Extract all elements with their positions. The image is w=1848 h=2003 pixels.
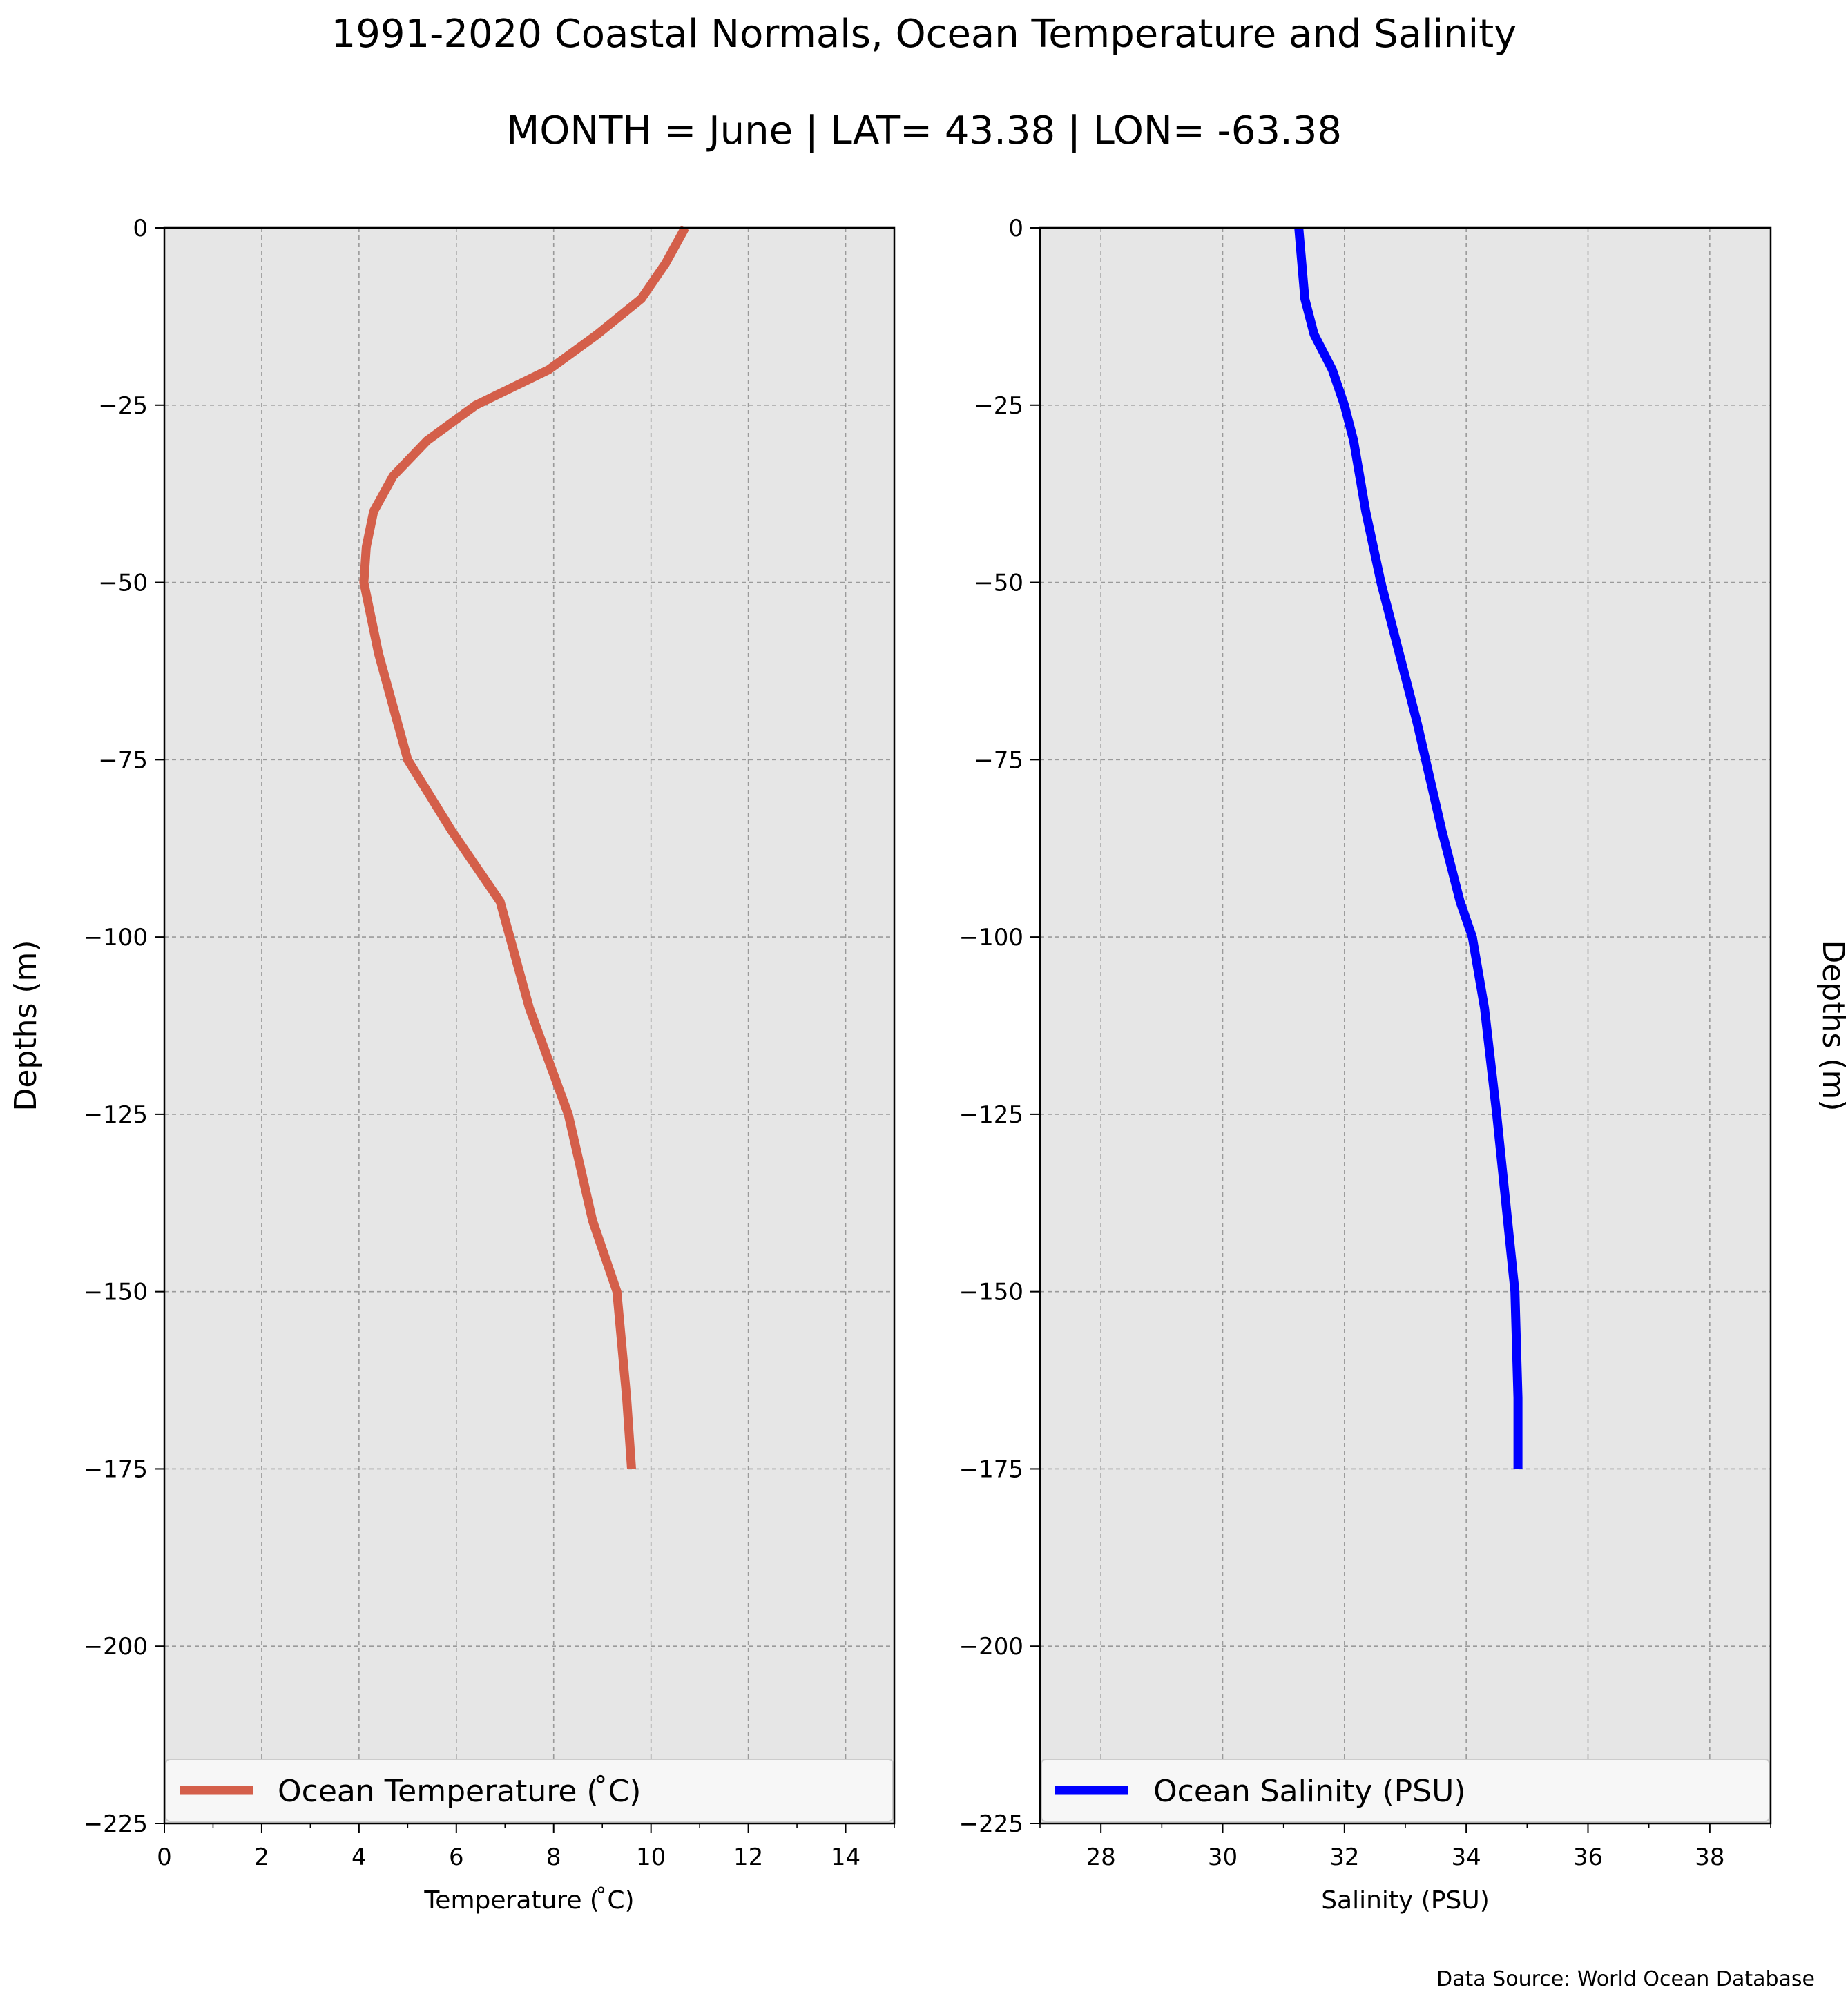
series-line: [359, 225, 689, 1469]
series-point: [366, 547, 367, 548]
x-axis-label: Salinity (PSU): [1321, 1886, 1490, 1915]
series-point: [665, 263, 666, 264]
x-tick-label: 2: [254, 1844, 269, 1871]
x-tick-label: 6: [449, 1844, 464, 1871]
series-point: [1514, 1291, 1515, 1292]
x-tick-label: 8: [546, 1844, 561, 1871]
temperature-chart-panel: Ocean Temperature ( ̊C) 0 2 4 6 8 10 12 14 0 −25 −5…: [8, 215, 896, 1915]
series-point: [641, 298, 642, 299]
series-point: [1518, 1397, 1519, 1398]
x-tick-label: 10: [636, 1844, 666, 1871]
series-point: [378, 653, 379, 654]
axes-frame: [163, 226, 896, 1825]
x-tick-label: 12: [733, 1844, 763, 1871]
plot-area: [1040, 228, 1771, 1823]
series-point: [548, 369, 549, 370]
salinity-chart-panel: Ocean Salinity (PSU) 28 30 32 34 36 38 0 −25 −50 −…: [959, 215, 1848, 1915]
series-point: [529, 1007, 530, 1008]
series-point: [1380, 582, 1381, 583]
y-tick-label: −175: [959, 1455, 1023, 1483]
series-point: [1365, 511, 1366, 512]
figure-subtitle: MONTH = June | LAT= 43.38 | LON= -63.38: [506, 108, 1342, 153]
y-tick-label: −125: [959, 1101, 1023, 1129]
y-tick-label: −125: [84, 1101, 148, 1129]
y-tick-label: −225: [959, 1810, 1023, 1838]
data-source-note: Data Source: World Ocean Database: [1436, 1967, 1815, 1991]
y-tick-label: −100: [84, 924, 148, 951]
series-point: [626, 1397, 627, 1398]
series-point: [1332, 369, 1333, 370]
y-tick-label: −25: [98, 392, 148, 420]
x-tick-label: 28: [1086, 1844, 1116, 1871]
y-tick-label: −225: [84, 1810, 148, 1838]
y-tick-label: 0: [1008, 215, 1023, 242]
series-point: [407, 759, 408, 760]
y-tick-label: −200: [84, 1633, 148, 1661]
legend-label: Ocean Salinity (PSU): [1153, 1774, 1465, 1809]
series-point: [500, 901, 501, 902]
series-point: [1460, 901, 1461, 902]
x-tick-label: 30: [1208, 1844, 1238, 1871]
y-tick-label: −75: [98, 746, 148, 774]
y-tick-label: −50: [98, 570, 148, 597]
x-tick-label: 4: [352, 1844, 367, 1871]
legend-box: [1041, 1759, 1770, 1822]
y-tick-label: −150: [84, 1279, 148, 1306]
series-point: [363, 582, 364, 583]
series-line: [1294, 227, 1523, 1469]
x-tick-label: 0: [157, 1844, 172, 1871]
x-tick-label: 14: [831, 1844, 860, 1871]
x-tick-label: 34: [1452, 1844, 1481, 1871]
y-tick-label: −150: [959, 1279, 1023, 1306]
figure-title: 1991-2020 Coastal Normals, Ocean Tempera…: [331, 12, 1517, 57]
x-axis-label: Temperature ( ̊C): [423, 1886, 634, 1915]
y-tick-label: 0: [133, 215, 148, 242]
legend-box: [165, 1759, 894, 1822]
x-tick-label: 36: [1573, 1844, 1603, 1871]
y-tick-label: −50: [974, 570, 1023, 597]
y-tick-label: −100: [959, 924, 1023, 951]
plot-area: [164, 228, 894, 1823]
series-point: [1313, 334, 1314, 335]
series-point: [597, 334, 598, 335]
y-tick-label: −175: [84, 1455, 148, 1483]
series-point: [1399, 653, 1400, 654]
y-axis-label: Depths (m): [1816, 940, 1848, 1111]
x-tick-label: 38: [1695, 1844, 1724, 1871]
y-axis-label: Depths (m): [8, 940, 44, 1111]
x-tick-label: 32: [1329, 1844, 1359, 1871]
y-tick-label: −25: [974, 392, 1023, 420]
legend-label: Ocean Temperature ( ̊C): [278, 1774, 641, 1809]
series-point: [1484, 1007, 1485, 1008]
y-tick-label: −75: [974, 746, 1023, 774]
y-tick-label: −200: [959, 1633, 1023, 1661]
